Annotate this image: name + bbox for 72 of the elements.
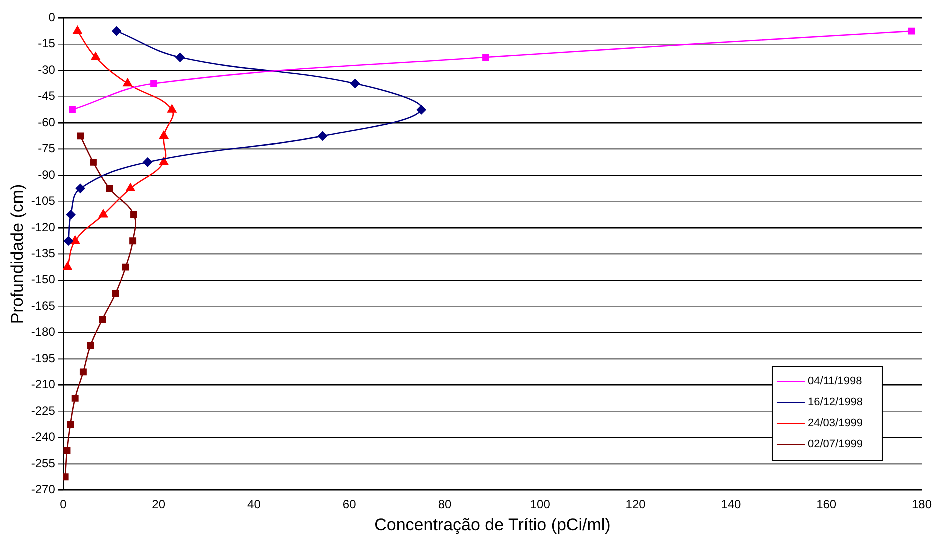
y-tick-label: -15 bbox=[38, 36, 56, 51]
point bbox=[69, 106, 76, 114]
point bbox=[76, 184, 86, 194]
y-tick-label: -180 bbox=[31, 325, 56, 340]
point bbox=[72, 394, 79, 402]
point bbox=[64, 236, 74, 246]
y-tick-label: -45 bbox=[38, 89, 56, 104]
point bbox=[112, 290, 120, 298]
y-tick-label: -120 bbox=[31, 220, 56, 234]
y-tick-label: -270 bbox=[31, 482, 56, 497]
y-tick-label: -75 bbox=[38, 142, 56, 156]
point bbox=[90, 158, 97, 166]
y-tick-label: -195 bbox=[31, 351, 56, 366]
x-tick-label: 180 bbox=[912, 498, 932, 512]
point bbox=[91, 52, 100, 60]
y-tick-label: -165 bbox=[31, 298, 56, 313]
point bbox=[73, 26, 82, 34]
x-tick-label: 120 bbox=[626, 498, 646, 512]
point bbox=[168, 104, 177, 113]
y-tick-label: -210 bbox=[31, 378, 56, 392]
legend-label: 02/07/1999 bbox=[808, 438, 864, 451]
y-tick-label: -255 bbox=[31, 456, 56, 470]
y-tick-label: -90 bbox=[38, 168, 56, 182]
point bbox=[160, 157, 169, 166]
point bbox=[67, 421, 74, 428]
point bbox=[70, 236, 80, 244]
point bbox=[482, 54, 490, 62]
x-tick-label: 60 bbox=[342, 498, 357, 512]
point bbox=[176, 52, 185, 62]
y-tick-label: -225 bbox=[31, 404, 56, 418]
y-tick-label: -105 bbox=[31, 194, 56, 208]
x-tick-label: 100 bbox=[530, 498, 551, 512]
point bbox=[99, 316, 106, 324]
point bbox=[160, 131, 169, 140]
y-tick-label: -30 bbox=[38, 62, 56, 77]
point bbox=[66, 210, 76, 220]
x-tick-label: 160 bbox=[816, 498, 837, 512]
y-tick-label: -135 bbox=[31, 246, 56, 261]
point bbox=[64, 447, 71, 454]
point bbox=[416, 105, 426, 115]
x-tick-label: 80 bbox=[438, 498, 452, 512]
point bbox=[77, 132, 84, 140]
y-tick-label: 0 bbox=[48, 10, 56, 25]
y-axis-title: Profundidade (cm) bbox=[8, 184, 27, 324]
point bbox=[63, 262, 72, 270]
point bbox=[318, 132, 328, 141]
point bbox=[112, 26, 122, 36]
x-axis-title: Concentração de Trítio (pCi/ml) bbox=[374, 515, 611, 534]
point bbox=[63, 474, 69, 481]
point bbox=[130, 211, 138, 218]
point bbox=[130, 238, 137, 245]
legend-label: 04/11/1998 bbox=[808, 376, 862, 388]
point bbox=[98, 210, 108, 218]
point bbox=[126, 183, 136, 192]
legend-label: 24/03/1999 bbox=[808, 418, 864, 430]
point bbox=[122, 264, 130, 271]
point bbox=[87, 342, 94, 350]
x-tick-label: 140 bbox=[721, 498, 742, 512]
y-tick-label: -150 bbox=[31, 272, 56, 287]
x-tick-label: 20 bbox=[152, 498, 166, 512]
x-tick-label: 40 bbox=[248, 498, 262, 512]
point bbox=[150, 80, 158, 88]
point bbox=[350, 79, 360, 88]
legend-label: 16/12/1998 bbox=[808, 396, 864, 409]
point bbox=[123, 78, 132, 87]
point bbox=[908, 28, 916, 35]
y-tick-label: -60 bbox=[38, 115, 56, 130]
point bbox=[106, 185, 114, 192]
x-tick-label: 0 bbox=[60, 498, 68, 512]
point bbox=[80, 368, 87, 376]
y-tick-label: -240 bbox=[31, 430, 56, 444]
point bbox=[143, 158, 152, 168]
